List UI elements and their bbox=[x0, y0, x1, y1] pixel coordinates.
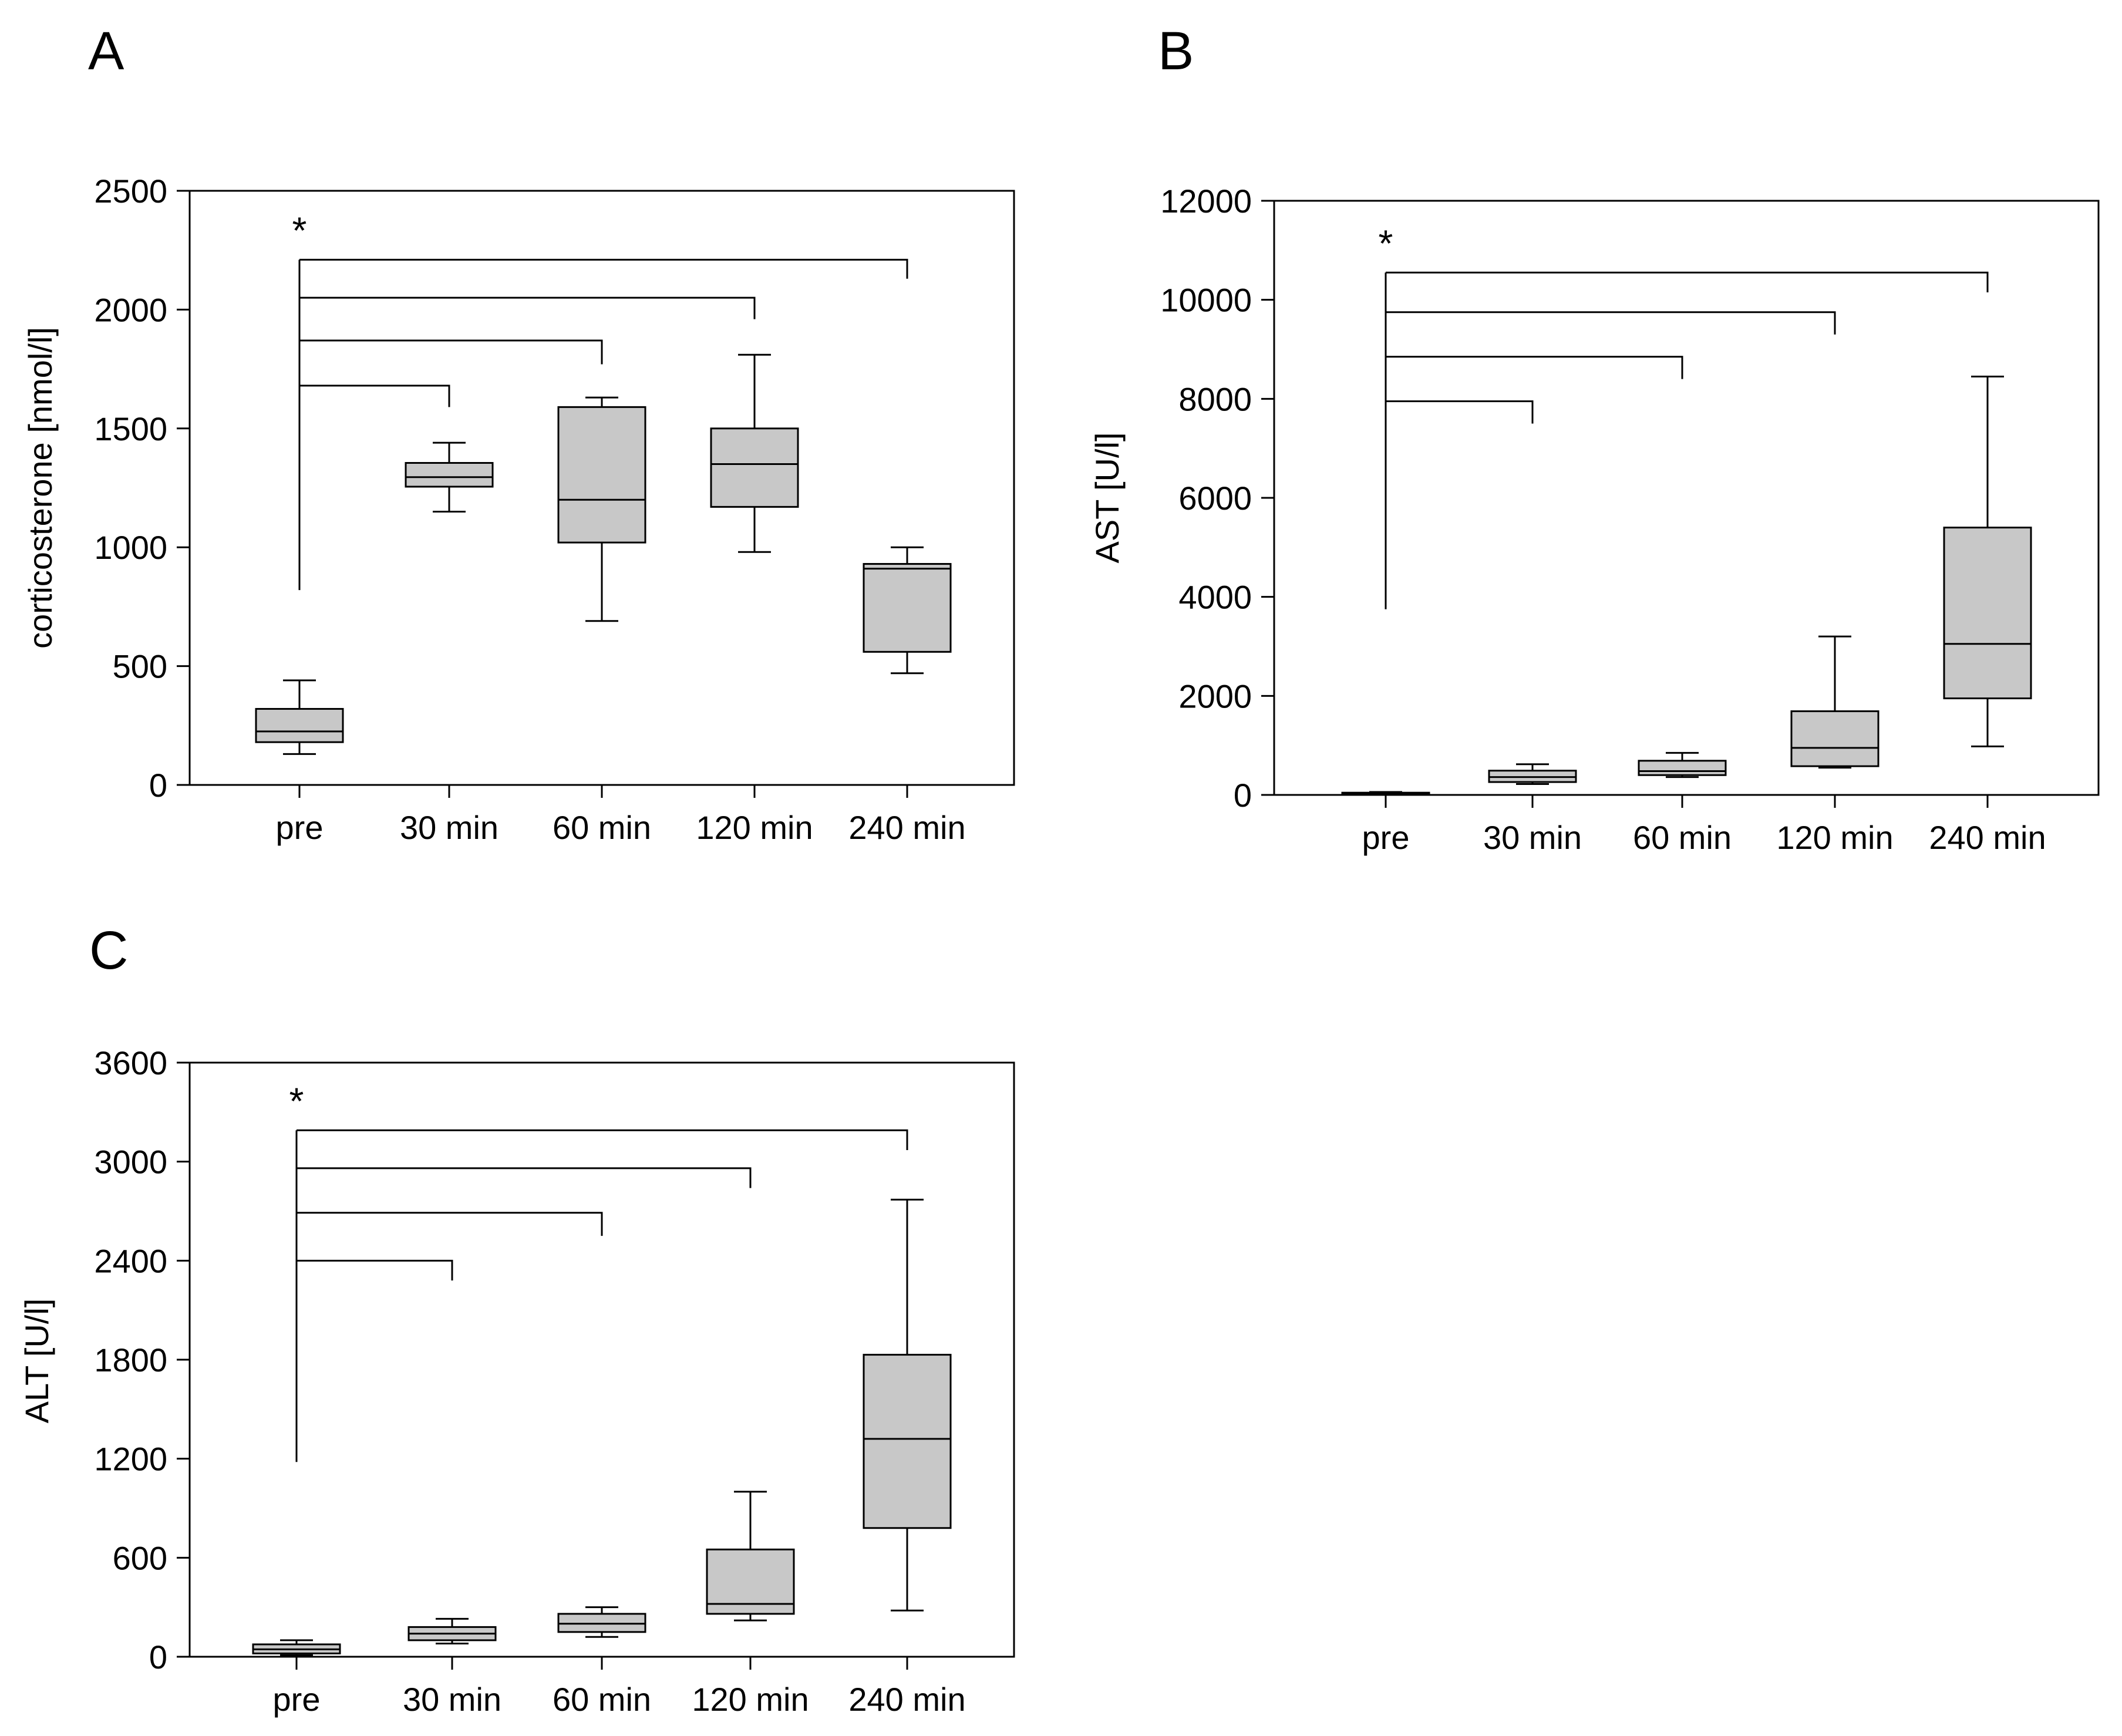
panel-a-significance: * bbox=[292, 209, 908, 591]
panel-b-x-tick-label-240-min: 240 min bbox=[1929, 819, 2046, 856]
panel-a-y-tick-label-500: 500 bbox=[113, 648, 167, 685]
panel-a-iqr-box-120-min bbox=[710, 427, 799, 508]
panel-b-bracket-pre-vs-240-min bbox=[1386, 271, 1989, 293]
panel-b-y-tick-label-12000: 12000 bbox=[1160, 183, 1252, 220]
panel-a-y-tick-label-1000: 1000 bbox=[94, 529, 167, 566]
panel-a-y-tick-label-1500: 1500 bbox=[94, 410, 167, 447]
panel-a-iqr-box-30-min bbox=[405, 461, 494, 488]
panel-a-iqr-box-240-min bbox=[863, 563, 952, 653]
panel-b-y-tick-label-10000: 10000 bbox=[1160, 282, 1252, 319]
panel-b-iqr-box-240-min bbox=[1943, 527, 2032, 700]
panel-b-iqr-box-120-min bbox=[1790, 710, 1880, 767]
panel-c-y-tick-label-0: 0 bbox=[149, 1639, 167, 1676]
panel-a-box-pre bbox=[255, 679, 344, 755]
panel-a-bracket-pre-vs-120-min bbox=[299, 296, 756, 319]
panel-a-boxes bbox=[255, 353, 952, 755]
panel-c-significance: * bbox=[289, 1080, 908, 1462]
panel-c-x-tick-label-240-min: 240 min bbox=[848, 1681, 965, 1718]
panel-b-y-tick-label-4000: 4000 bbox=[1178, 579, 1252, 616]
panel-b-x-tick-label-30-min: 30 min bbox=[1483, 819, 1582, 856]
panel-b-x-tick-label-60-min: 60 min bbox=[1633, 819, 1732, 856]
panel-a-x-ticks: pre 30 min 60 min 120 min 240 min bbox=[276, 785, 966, 846]
panel-b: B AST [U/l] 020004000600080001000012000 … bbox=[1089, 21, 2100, 856]
panel-c-x-tick-label-pre: pre bbox=[273, 1681, 321, 1718]
panel-b-bracket-pre-vs-120-min bbox=[1386, 311, 1836, 335]
panel-a-bracket-pre-vs-60-min bbox=[299, 339, 603, 365]
panel-c-y-tick-label-600: 600 bbox=[113, 1539, 167, 1576]
panel-c-bracket-pre-vs-240-min bbox=[297, 1129, 908, 1150]
panel-b-x-tick-label-pre: pre bbox=[1362, 819, 1410, 856]
panel-a-y-tick-label-2500: 2500 bbox=[94, 173, 167, 210]
panel-b-box-pre bbox=[1341, 791, 1430, 795]
panel-c-x-ticks: pre 30 min 60 min 120 min 240 min bbox=[273, 1657, 966, 1718]
panel-c-box-pre bbox=[252, 1639, 341, 1656]
panel-c-box-120-min bbox=[706, 1491, 795, 1622]
panel-a-x-tick-label-120-min: 120 min bbox=[696, 809, 813, 846]
panel-c-box-240-min bbox=[863, 1198, 952, 1612]
panel-a: A corticosterone [nmol/l] 0 500 1000 1500 20… bbox=[22, 21, 1015, 846]
panel-c-y-axis-title: ALT [U/l] bbox=[18, 1299, 55, 1424]
panel-a-y-tick-label-0: 0 bbox=[149, 767, 167, 804]
panel-a-y-axis-title: corticosterone [nmol/l] bbox=[22, 327, 59, 649]
panel-b-y-ticks: 0 2000 4000 6000 8000 10000 12000 bbox=[1160, 183, 1274, 814]
panel-c-significance-star: * bbox=[289, 1080, 304, 1122]
panel-c-bracket-pre-vs-60-min bbox=[297, 1212, 603, 1236]
panel-a-y-tick-label-2000: 2000 bbox=[94, 291, 167, 328]
panel-b-box-30-min bbox=[1488, 763, 1577, 785]
panel-a-x-tick-label-pre: pre bbox=[276, 809, 324, 846]
panel-b-y-tick-label-8000: 8000 bbox=[1178, 380, 1252, 417]
panel-c-x-tick-label-60-min: 60 min bbox=[553, 1681, 651, 1718]
panel-b-y-tick-label-0: 0 bbox=[1234, 777, 1252, 814]
panel-c-y-ticks: 0 600 1200 1800 2400 3000 3600 bbox=[94, 1044, 190, 1676]
panel-b-iqr-box-60-min bbox=[1638, 760, 1727, 776]
panel-c-label: C bbox=[89, 921, 128, 980]
panel-a-iqr-box-60-min bbox=[557, 406, 646, 544]
panel-c-y-tick-label-2400: 2400 bbox=[94, 1242, 167, 1279]
panel-a-bracket-pre-vs-240-min bbox=[299, 258, 908, 279]
panel-a-bracket-pre-vs-30-min bbox=[299, 385, 450, 407]
panel-b-bracket-pre-vs-30-min bbox=[1386, 400, 1534, 424]
panel-b-significance: * bbox=[1379, 222, 1989, 609]
panel-c-y-tick-label-1800: 1800 bbox=[94, 1341, 167, 1378]
panel-a-box-120-min bbox=[710, 353, 799, 553]
panel-a-box-240-min bbox=[863, 546, 952, 675]
panel-b-y-tick-label-6000: 6000 bbox=[1178, 480, 1252, 517]
panel-a-significance-star: * bbox=[292, 209, 307, 251]
panel-a-x-tick-label-30-min: 30 min bbox=[400, 809, 498, 846]
panel-c-y-tick-label-3600: 3600 bbox=[94, 1044, 167, 1081]
panel-a-label: A bbox=[88, 21, 124, 81]
panel-c-x-tick-label-120-min: 120 min bbox=[692, 1681, 809, 1718]
panel-c: C ALT [U/l] 0 600 1200 1800 2400 3000 3600 pre… bbox=[18, 921, 1015, 1718]
panel-b-boxes bbox=[1341, 375, 2032, 795]
panel-c-x-tick-label-30-min: 30 min bbox=[403, 1681, 501, 1718]
panel-c-box-30-min bbox=[407, 1617, 497, 1645]
panel-a-iqr-box-pre bbox=[255, 707, 344, 743]
panel-b-box-240-min bbox=[1943, 375, 2032, 747]
panel-c-boxes bbox=[252, 1198, 952, 1656]
panel-b-bracket-pre-vs-60-min bbox=[1386, 356, 1683, 379]
panel-b-box-120-min bbox=[1790, 635, 1880, 769]
panel-b-x-ticks: pre 30 min 60 min 120 min 240 min bbox=[1362, 795, 2046, 856]
panel-a-x-tick-label-240-min: 240 min bbox=[848, 809, 965, 846]
panel-c-y-tick-label-3000: 3000 bbox=[94, 1144, 167, 1181]
panel-c-y-tick-label-1200: 1200 bbox=[94, 1441, 167, 1478]
panel-b-label: B bbox=[1158, 21, 1194, 81]
panel-c-iqr-box-240-min bbox=[863, 1354, 952, 1529]
panel-c-bracket-pre-vs-30-min bbox=[297, 1259, 453, 1281]
panel-c-bracket-pre-vs-120-min bbox=[297, 1167, 752, 1188]
panel-b-box-60-min bbox=[1638, 751, 1727, 778]
panel-a-y-ticks: 0 500 1000 1500 2000 2500 bbox=[94, 173, 190, 804]
panel-a-box-60-min bbox=[557, 396, 646, 622]
panel-a-box-30-min bbox=[405, 441, 494, 513]
panel-b-y-tick-label-2000: 2000 bbox=[1178, 677, 1252, 714]
panel-c-box-60-min bbox=[557, 1606, 646, 1638]
panel-b-x-tick-label-120-min: 120 min bbox=[1776, 819, 1893, 856]
panel-b-significance-star: * bbox=[1379, 222, 1393, 264]
panel-a-x-tick-label-60-min: 60 min bbox=[553, 809, 651, 846]
panel-b-y-axis-title: AST [U/l] bbox=[1089, 432, 1126, 563]
panel-b-plot-frame bbox=[1273, 200, 2100, 796]
